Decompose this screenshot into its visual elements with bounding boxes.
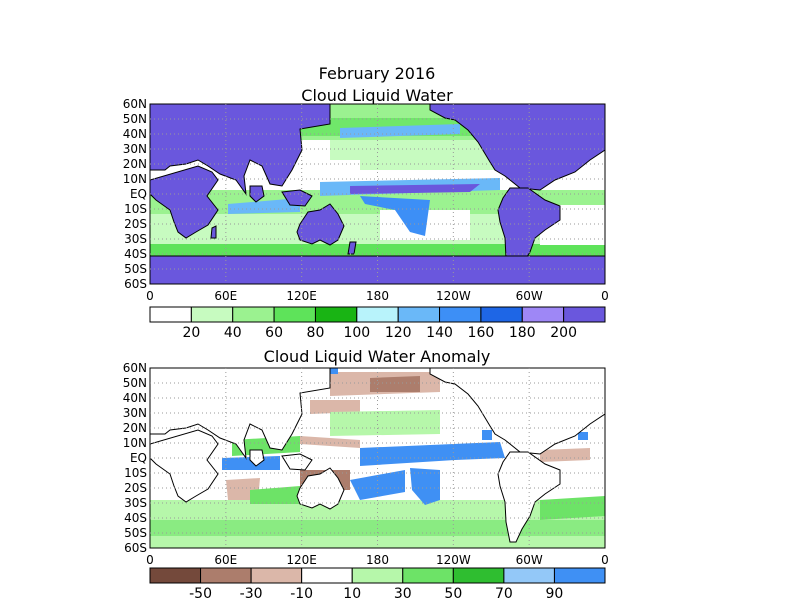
colorbar-tick-label: 30 — [394, 586, 412, 600]
colorbar-swatch — [149, 306, 192, 323]
top-map-lon-labels: 0 60E 120E 180 120W 60W 0 — [146, 289, 609, 303]
lat-tick-label: 10S — [124, 202, 147, 216]
lat-tick-label: 40N — [123, 391, 147, 405]
lat-tick-label: 20N — [123, 421, 147, 435]
colorbar-tick-label: -50 — [189, 586, 212, 600]
lon-tick-label: 120W — [436, 289, 471, 303]
colorbar-swatch — [301, 567, 353, 584]
lat-tick-label: 60S — [124, 541, 147, 555]
lon-tick-label: 60E — [214, 553, 237, 567]
lon-tick-label: 60W — [516, 553, 543, 567]
colorbar-tick-label: 90 — [546, 586, 564, 600]
lat-tick-label: 40N — [123, 127, 147, 141]
lat-tick-label: 50S — [124, 262, 147, 276]
colorbar-swatch — [397, 306, 441, 323]
lat-tick-label: 60N — [123, 361, 147, 375]
colorbar-swatch — [314, 306, 358, 323]
lat-tick-label: 30N — [123, 406, 147, 420]
colorbar-tick-label: 40 — [224, 325, 242, 341]
anomaly-map-lon-labels: 0 60E 120E 180 120W 60W 0 — [146, 553, 609, 567]
lat-tick-label: 20S — [124, 217, 147, 231]
lat-tick-label: 60N — [123, 97, 147, 111]
colorbar-tick-label: 200 — [550, 325, 577, 341]
lat-tick-label: 50N — [123, 112, 147, 126]
colorbar-swatch — [480, 306, 523, 323]
lon-tick-label: 180 — [366, 553, 389, 567]
lon-tick-label: 120W — [436, 553, 471, 567]
colorbar-swatch — [149, 567, 202, 584]
lon-tick-label: 0 — [146, 289, 154, 303]
colorbar-tick-label: 180 — [509, 325, 536, 341]
colorbar-swatch — [503, 567, 555, 584]
colorbar-swatch — [200, 567, 252, 584]
colorbar-swatch — [351, 567, 404, 584]
colorbar-tick-label: -10 — [290, 586, 313, 600]
colorbar-tick-label: 50 — [444, 586, 462, 600]
colorbar-swatch — [250, 567, 303, 584]
colorbar-tick-label: 10 — [343, 586, 361, 600]
lat-tick-label: 10N — [123, 436, 147, 450]
lon-tick-label: 60E — [214, 289, 237, 303]
colorbar-tick-label: 100 — [343, 325, 370, 341]
colorbar-swatch — [452, 567, 505, 584]
colorbar-tick-label: 70 — [495, 586, 513, 600]
lon-tick-label: 120E — [286, 289, 317, 303]
lat-tick-label: 40S — [124, 247, 147, 261]
colorbar-swatch — [273, 306, 316, 323]
lat-tick-label: 10N — [123, 172, 147, 186]
lat-tick-label: 30S — [124, 232, 147, 246]
anomaly-map-title: Cloud Liquid Water Anomaly — [264, 347, 491, 366]
colorbar-swatch — [232, 306, 275, 323]
lon-tick-label: 0 — [601, 289, 609, 303]
top-map-title: Cloud Liquid Water — [301, 86, 453, 105]
lat-tick-label: 30N — [123, 142, 147, 156]
figure-title: February 2016 — [319, 64, 436, 83]
lat-tick-label: 30S — [124, 496, 147, 510]
lat-tick-label: 10S — [124, 466, 147, 480]
colorbar-swatch — [521, 306, 565, 323]
lon-tick-label: 60W — [516, 289, 543, 303]
colorbar-swatch — [190, 306, 234, 323]
lon-tick-label: 0 — [601, 553, 609, 567]
lat-tick-label: 20N — [123, 157, 147, 171]
lat-tick-label: 20S — [124, 481, 147, 495]
lat-tick-label: 60S — [124, 277, 147, 291]
colorbar-tick-label: 60 — [265, 325, 283, 341]
colorbar-tick-label: 80 — [307, 325, 325, 341]
colorbar-swatch — [439, 306, 482, 323]
lat-tick-label: EQ — [130, 187, 147, 201]
lat-tick-label: 50S — [124, 526, 147, 540]
colorbar-tick-label: 20 — [182, 325, 200, 341]
lat-tick-label: EQ — [130, 451, 147, 465]
lat-tick-label: 40S — [124, 511, 147, 525]
colorbar-tick-label: 160 — [468, 325, 495, 341]
colorbar-tick-label: 120 — [385, 325, 412, 341]
lat-tick-label: 50N — [123, 376, 147, 390]
colorbar-tick-label: -30 — [240, 586, 263, 600]
lon-tick-label: 180 — [366, 289, 389, 303]
colorbar-swatch — [402, 567, 454, 584]
colorbar-tick-label: 140 — [426, 325, 453, 341]
colorbar-swatch — [356, 306, 399, 323]
lon-tick-label: 0 — [146, 553, 154, 567]
colorbar-swatch — [563, 306, 606, 323]
anomaly-colorbar: -50 -30 -10 10 30 50 70 90 — [149, 567, 606, 600]
lon-tick-label: 120E — [286, 553, 317, 567]
colorbar-swatch — [553, 567, 606, 584]
top-colorbar: 20 40 60 80 100 120 140 160 180 200 — [149, 306, 606, 341]
